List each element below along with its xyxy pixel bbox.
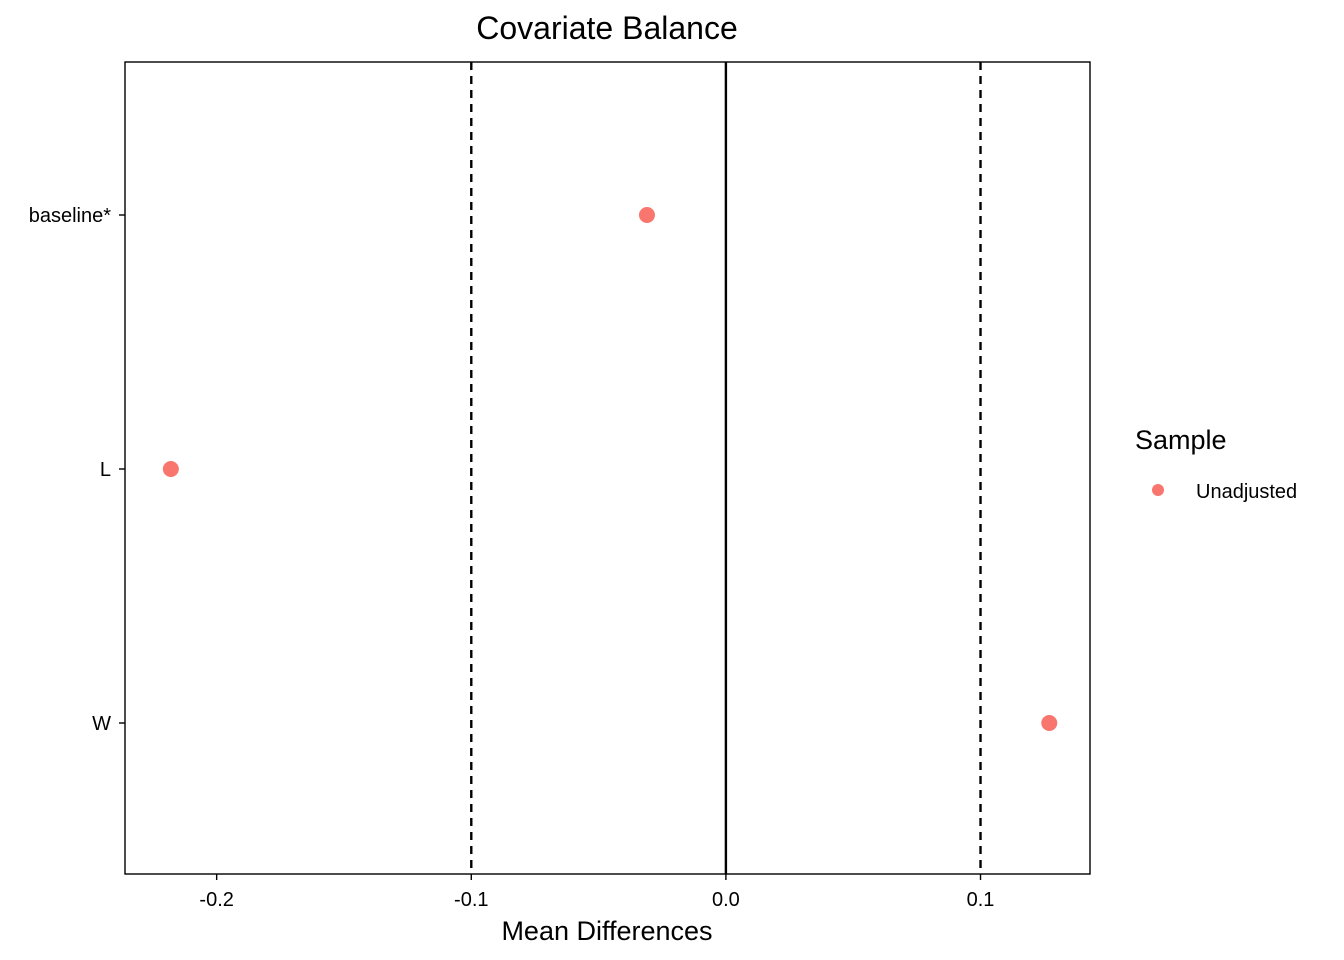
point-w (1041, 715, 1058, 731)
x-tick-label-0: -0.2 (199, 889, 233, 911)
x-tick-label-1: -0.1 (454, 889, 488, 911)
x-tick-label-3: 0.1 (967, 889, 995, 911)
y-tick-label-2: W (92, 713, 111, 735)
x-axis: -0.2 -0.1 0.0 0.1 (199, 874, 994, 911)
data-points (162, 207, 1058, 731)
legend-key-unadjusted (1152, 484, 1164, 496)
x-axis-title: Mean Differences (501, 916, 712, 946)
point-baseline (638, 207, 655, 223)
plot-panel (124, 61, 1091, 875)
chart-title: Covariate Balance (476, 10, 737, 46)
legend-title: Sample (1135, 425, 1227, 455)
y-tick-label-1: L (100, 459, 111, 481)
legend-label-unadjusted: Unadjusted (1196, 481, 1297, 503)
legend: Sample Unadjusted (1135, 425, 1297, 503)
x-tick-label-2: 0.0 (712, 889, 740, 911)
y-axis: baseline* L W (29, 205, 125, 735)
point-l (162, 461, 179, 477)
reference-lines (470, 62, 982, 874)
y-tick-label-0: baseline* (29, 205, 112, 227)
